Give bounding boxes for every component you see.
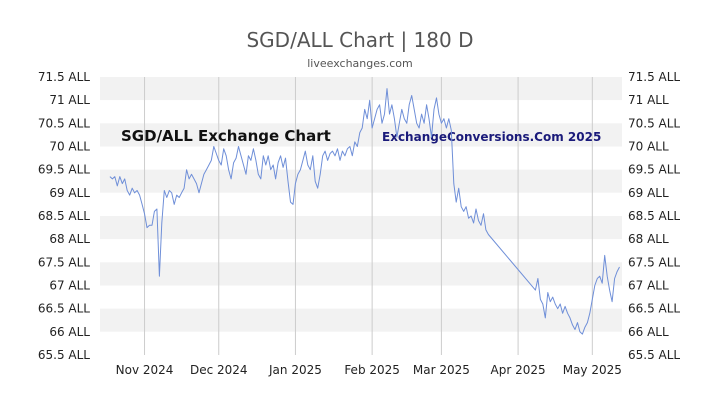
- y-tick-label-left: 68.5 ALL: [38, 209, 90, 223]
- grid-band: [100, 239, 622, 263]
- x-tick-label: Jan 2025: [268, 363, 322, 377]
- watermark-left: SGD/ALL Exchange Chart: [121, 127, 331, 145]
- x-tick-label: Dec 2024: [190, 363, 248, 377]
- y-tick-label-left: 71.5 ALL: [38, 70, 90, 84]
- y-tick-label-right: 68.5 ALL: [628, 209, 680, 223]
- grid-band: [100, 146, 622, 170]
- y-tick-label-left: 69 ALL: [49, 186, 90, 200]
- grid-band: [100, 262, 622, 286]
- series-group: [109, 88, 620, 335]
- y-tick-label-left: 67.5 ALL: [38, 255, 90, 269]
- y-tick-label-left: 66 ALL: [49, 325, 90, 339]
- grid-band: [100, 216, 622, 240]
- y-tick-label-left: 66.5 ALL: [38, 302, 90, 316]
- y-tick-label-right: 67.5 ALL: [628, 255, 680, 269]
- y-tick-label-left: 67 ALL: [49, 279, 90, 293]
- y-tick-label-right: 69.5 ALL: [628, 163, 680, 177]
- grid-band: [100, 123, 622, 147]
- watermark-right: ExchangeConversions.Com 2025: [382, 130, 601, 144]
- x-tick-label: Nov 2024: [116, 363, 174, 377]
- y-tick-label-left: 65.5 ALL: [38, 348, 90, 362]
- y-tick-label-right: 69 ALL: [628, 186, 669, 200]
- y-tick-label-right: 71.5 ALL: [628, 70, 680, 84]
- y-axis-right: 71.5 ALL 71 ALL 70.5 ALL 70 ALL 69.5 ALL 69 A…: [628, 70, 680, 362]
- y-tick-label-left: 69.5 ALL: [38, 163, 90, 177]
- y-tick-label-left: 70 ALL: [49, 140, 90, 154]
- y-tick-label-right: 71 ALL: [628, 93, 669, 107]
- y-tick-label-right: 68 ALL: [628, 232, 669, 246]
- x-tick-label: Mar 2025: [413, 363, 470, 377]
- x-tick-label: Apr 2025: [491, 363, 546, 377]
- grid-band: [100, 331, 622, 355]
- y-tick-label-left: 71 ALL: [49, 93, 90, 107]
- grid-bands: [100, 77, 622, 355]
- x-tick-label: Feb 2025: [344, 363, 400, 377]
- grid-band: [100, 308, 622, 332]
- y-tick-label-right: 66 ALL: [628, 325, 669, 339]
- y-tick-label-right: 66.5 ALL: [628, 302, 680, 316]
- chart-subtitle: liveexchanges.com: [307, 57, 412, 70]
- series-line: [109, 88, 620, 335]
- grid-band: [100, 169, 622, 193]
- y-axis-left: 71.5 ALL 71 ALL 70.5 ALL 70 ALL 69.5 ALL 69 A…: [38, 70, 90, 362]
- grid-band: [100, 285, 622, 309]
- x-axis: Nov 2024 Dec 2024 Jan 2025 Feb 2025 Mar 2025…: [116, 363, 622, 377]
- grid-band: [100, 77, 622, 101]
- x-tick-label: May 2025: [563, 363, 622, 377]
- y-tick-label-left: 70.5 ALL: [38, 116, 90, 130]
- grid-band: [100, 192, 622, 216]
- y-tick-label-left: 68 ALL: [49, 232, 90, 246]
- y-tick-label-right: 70.5 ALL: [628, 116, 680, 130]
- grid-band: [100, 100, 622, 124]
- y-tick-label-right: 67 ALL: [628, 279, 669, 293]
- y-tick-label-right: 70 ALL: [628, 140, 669, 154]
- chart-title: SGD/ALL Chart | 180 D: [246, 28, 473, 52]
- vertical-gridlines: [144, 77, 593, 355]
- y-tick-label-right: 65.5 ALL: [628, 348, 680, 362]
